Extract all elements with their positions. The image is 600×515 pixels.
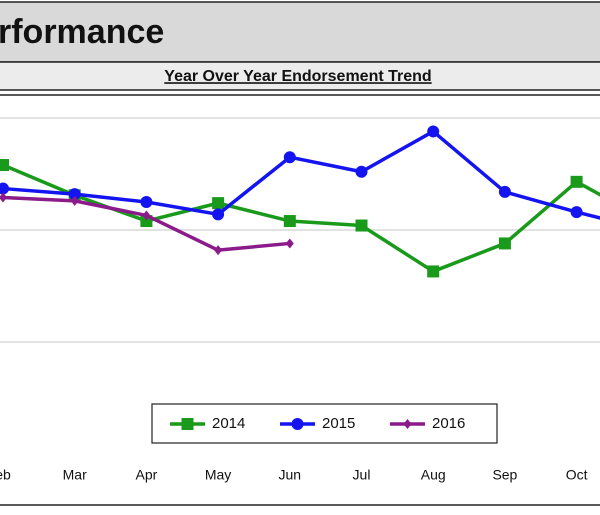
marker (140, 196, 153, 208)
marker (498, 185, 511, 198)
subtitle-bar (0, 61, 600, 91)
marker (142, 210, 151, 221)
marker (291, 418, 304, 430)
x-tick-label: Apr (136, 467, 158, 483)
x-tick-label: eb (0, 467, 11, 483)
series-group (0, 125, 600, 278)
marker (0, 182, 9, 195)
legend-label: 2014 (212, 415, 245, 432)
chart-title: rformance (0, 13, 164, 51)
x-tick-label: Mar (63, 467, 87, 483)
marker (214, 245, 223, 256)
x-tick-label: Jul (353, 467, 371, 483)
marker (283, 151, 296, 164)
marker (403, 419, 412, 429)
marker (570, 206, 583, 219)
x-tick-label: May (205, 467, 231, 483)
marker (283, 215, 296, 228)
x-tick-label: Aug (421, 467, 446, 483)
marker (285, 238, 294, 249)
chart-subtitle: Year Over Year Endorsement Trend (164, 68, 431, 85)
x-tick-label: Jun (279, 467, 302, 483)
marker (498, 237, 511, 250)
marker (427, 265, 440, 278)
marker (212, 208, 225, 221)
marker (427, 125, 440, 138)
series-line (2, 129, 600, 220)
x-axis: eb Mar Apr May Jun Jul Aug Sep Oct (0, 467, 588, 483)
marker (68, 188, 81, 201)
marker (570, 175, 583, 188)
marker (181, 418, 194, 430)
marker (355, 165, 368, 178)
marker (212, 197, 225, 210)
x-tick-label: Oct (566, 467, 588, 483)
header-bar (0, 1, 600, 63)
legend (151, 403, 498, 444)
marker (70, 195, 79, 206)
marker (355, 219, 368, 232)
legend-items: 2014 2015 2016 (170, 415, 465, 432)
x-tick-label: Sep (492, 467, 517, 483)
grid (0, 117, 600, 343)
legend-label: 2015 (322, 415, 355, 432)
legend-label: 2016 (432, 415, 465, 432)
marker (0, 159, 9, 172)
marker (0, 192, 7, 203)
